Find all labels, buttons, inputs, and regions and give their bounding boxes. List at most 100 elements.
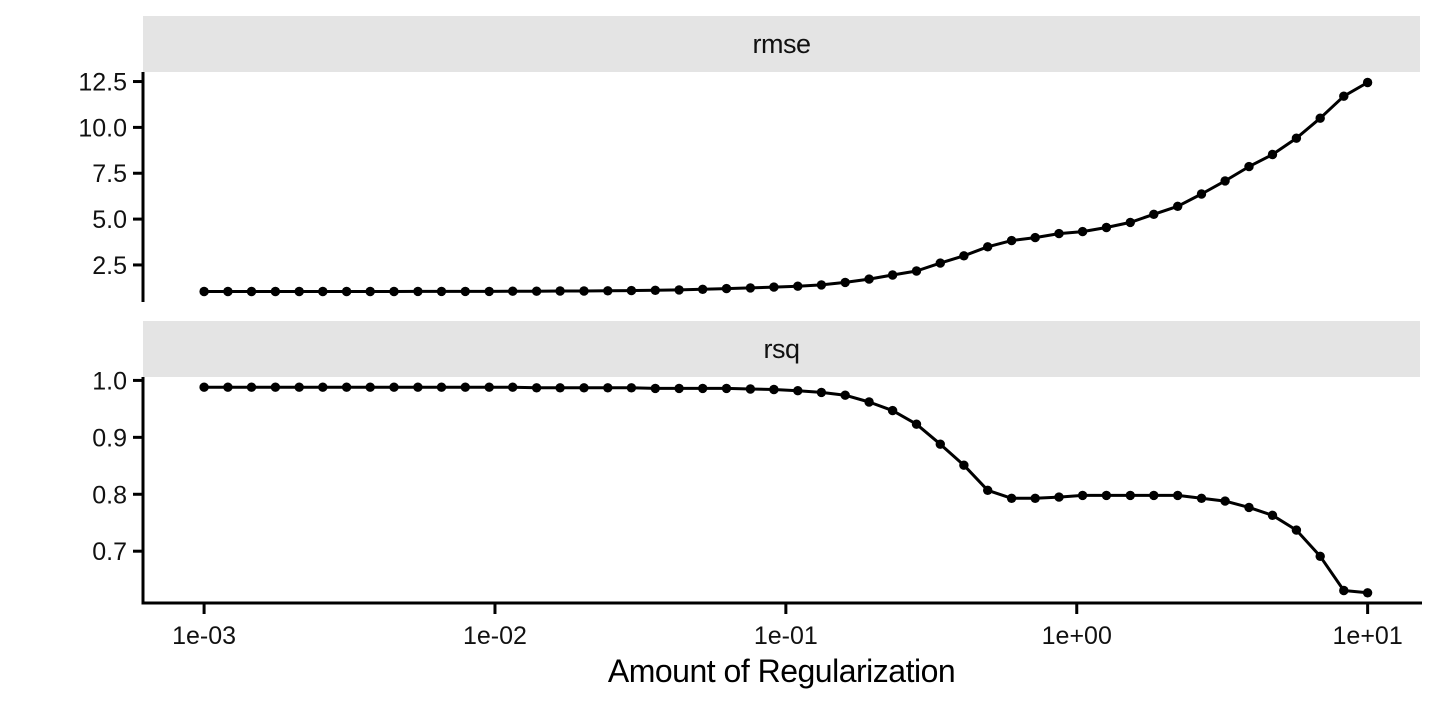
data-point [864, 397, 874, 407]
data-point [223, 382, 233, 392]
data-point [1315, 113, 1325, 123]
data-point [1220, 176, 1230, 186]
data-point [555, 383, 565, 393]
data-point [793, 281, 803, 291]
data-point [626, 285, 637, 296]
data-point [484, 286, 494, 297]
data-point [1291, 525, 1302, 535]
data-point [531, 286, 542, 296]
y-tick-label: 0.7 [92, 538, 127, 566]
data-point [579, 286, 589, 296]
data-point [816, 387, 827, 398]
data-point [959, 251, 969, 261]
x-tick-label: 1e+01 [1333, 622, 1403, 650]
data-point [246, 382, 257, 392]
data-point [1339, 91, 1349, 101]
data-point [555, 286, 565, 296]
data-point [1006, 493, 1017, 503]
data-point [603, 286, 613, 296]
data-point [864, 274, 874, 284]
data-point [983, 485, 993, 495]
data-point [365, 382, 375, 392]
series-line-rsq [204, 385, 1368, 595]
data-point [1054, 492, 1064, 502]
facet-strip-rsq: rsq [143, 321, 1420, 377]
data-point [246, 286, 257, 297]
data-point [840, 390, 850, 400]
data-point [531, 383, 542, 393]
data-point [413, 286, 423, 297]
y-tick-label: 2.5 [92, 252, 127, 280]
data-point [270, 382, 281, 392]
data-point [721, 283, 732, 294]
data-point [816, 280, 827, 290]
x-tick-label: 1e-02 [463, 622, 527, 650]
data-point [389, 286, 399, 297]
data-point [935, 439, 945, 449]
data-point [389, 382, 399, 392]
data-point [698, 284, 708, 294]
data-point [674, 285, 684, 295]
data-point [1054, 228, 1064, 239]
data-point [1362, 588, 1373, 598]
data-point [508, 382, 518, 392]
data-point [650, 383, 660, 394]
data-point [270, 286, 281, 297]
data-point [579, 383, 589, 393]
data-point [484, 382, 494, 392]
data-point [721, 383, 732, 394]
x-tick-label: 1e-01 [754, 622, 818, 650]
data-point [840, 277, 850, 288]
data-point [508, 286, 518, 296]
data-point [318, 382, 328, 392]
data-point [365, 286, 375, 297]
data-point [318, 286, 328, 297]
x-axis-title: Amount of Regularization [607, 653, 956, 689]
data-point [1267, 510, 1278, 520]
data-point [1196, 189, 1207, 199]
facet-label-rsq: rsq [763, 333, 800, 364]
facet-label-rmse: rmse [752, 28, 812, 59]
series-line-rmse [204, 81, 1369, 293]
data-point [1077, 490, 1088, 501]
data-point [1196, 493, 1207, 503]
data-point [1267, 149, 1278, 160]
data-point [1220, 496, 1230, 506]
data-point [1244, 502, 1254, 513]
data-point [460, 286, 470, 297]
data-point [1291, 133, 1302, 143]
data-point [1173, 201, 1183, 211]
data-point [911, 266, 922, 276]
y-tick-label: 0.8 [92, 481, 127, 509]
data-point [223, 286, 233, 297]
data-point [650, 285, 660, 295]
data-point [769, 384, 779, 395]
data-point [1244, 161, 1254, 172]
data-point [436, 382, 447, 392]
data-point [294, 286, 304, 297]
data-point [341, 286, 352, 297]
y-tick-label: 0.9 [92, 424, 127, 452]
y-tick-label: 12.5 [78, 69, 127, 97]
x-tick-label: 1e-03 [172, 622, 236, 650]
data-point [983, 242, 993, 252]
data-point [1101, 222, 1112, 233]
data-point [887, 270, 898, 280]
data-point [1339, 585, 1349, 596]
data-point [674, 383, 684, 394]
data-point [1173, 490, 1183, 501]
data-point [1030, 232, 1040, 243]
y-tick-label: 10.0 [78, 114, 127, 142]
x-tick-label: 1e+00 [1042, 622, 1112, 650]
data-point [1362, 77, 1373, 88]
data-point [745, 283, 756, 293]
data-point [603, 383, 613, 393]
data-point [1125, 217, 1136, 228]
y-tick-label: 5.0 [92, 206, 127, 234]
y-tick-label: 7.5 [92, 160, 127, 188]
data-point [793, 386, 803, 396]
data-point [745, 384, 756, 394]
data-point [1149, 209, 1159, 219]
data-point [769, 282, 779, 292]
